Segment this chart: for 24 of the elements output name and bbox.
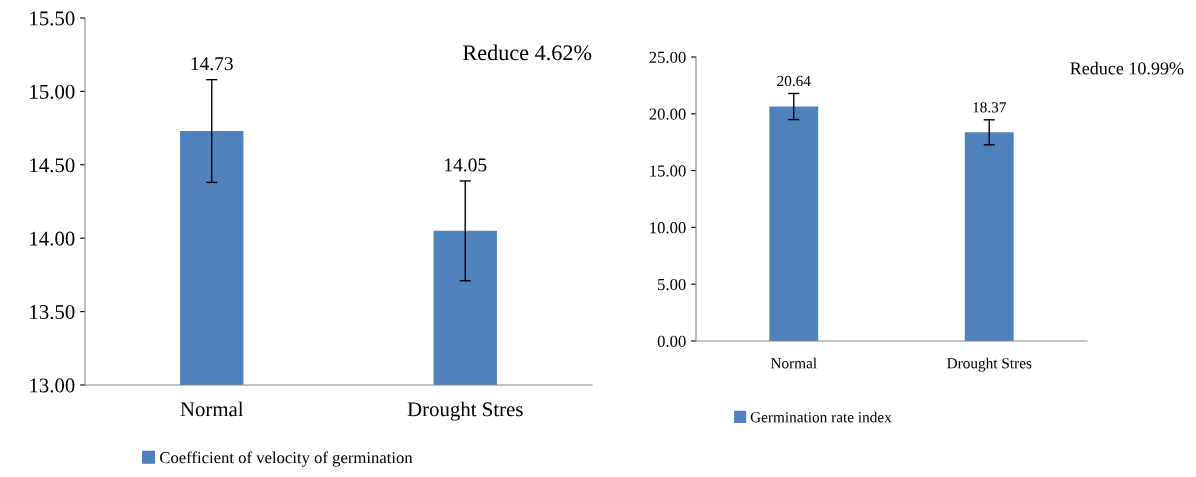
data-label: 20.64 (777, 75, 811, 87)
y-tick-label: 15.50 (30, 11, 75, 26)
x-tick-label: Normal (770, 357, 817, 369)
y-tick-label: 0.00 (657, 335, 686, 348)
y-tick-label: 10.00 (650, 222, 686, 234)
x-tick-label: Drought Stres (407, 401, 523, 421)
data-label: 14.73 (191, 57, 233, 71)
y-tick-label: 13.50 (30, 304, 75, 320)
data-label: 14.05 (445, 158, 487, 172)
legend-label: Germination rate index (750, 411, 892, 423)
y-tick-label: 20.00 (649, 108, 686, 120)
y-tick-label: 15.00 (30, 84, 75, 99)
y-tick-label: 14.00 (30, 231, 75, 246)
y-tick-label: 5.00 (658, 278, 686, 291)
x-tick-label: Drought Stres (947, 357, 1032, 372)
annotation: Reduce 10.99% (1070, 61, 1184, 75)
y-tick-label: 25.00 (649, 51, 686, 64)
y-tick-label: 15.00 (650, 165, 686, 177)
y-tick-label: 13.00 (30, 378, 75, 393)
legend-label: Coefficient of velocity of germination (160, 451, 413, 467)
annotation: Reduce 4.62% (463, 44, 592, 61)
y-tick-label: 14.50 (30, 158, 75, 173)
x-tick-label: Normal (180, 401, 244, 417)
data-label: 18.37 (973, 102, 1006, 113)
